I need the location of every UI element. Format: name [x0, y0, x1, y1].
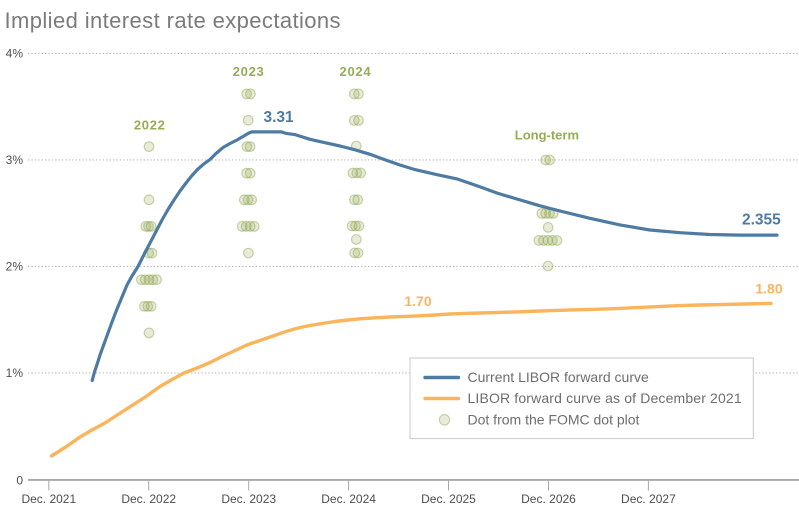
svg-text:2.355: 2.355 [742, 211, 781, 228]
svg-text:1%: 1% [6, 366, 24, 380]
svg-text:Dec. 2025: Dec. 2025 [421, 492, 476, 506]
svg-text:Dec. 2023: Dec. 2023 [221, 492, 276, 506]
svg-text:Dec. 2022: Dec. 2022 [121, 492, 176, 506]
svg-text:2022: 2022 [134, 117, 166, 132]
svg-text:Dec. 2027: Dec. 2027 [621, 492, 676, 506]
svg-text:LIBOR forward curve as of Dece: LIBOR forward curve as of December 2021 [468, 390, 742, 406]
svg-text:0: 0 [16, 474, 23, 488]
svg-text:Implied interest rate expectat: Implied interest rate expectations [5, 8, 341, 33]
svg-text:3.31: 3.31 [264, 109, 295, 126]
svg-text:1.80: 1.80 [755, 281, 782, 297]
svg-text:Long-term: Long-term [515, 127, 579, 142]
svg-text:2%: 2% [6, 260, 24, 274]
svg-text:4%: 4% [6, 47, 24, 61]
svg-text:2023: 2023 [233, 64, 265, 79]
svg-text:Dec. 2021: Dec. 2021 [21, 492, 76, 506]
svg-text:Dec. 2026: Dec. 2026 [521, 492, 576, 506]
svg-text:3%: 3% [6, 153, 24, 167]
svg-text:Dec. 2024: Dec. 2024 [321, 492, 376, 506]
svg-text:Dot from the FOMC dot plot: Dot from the FOMC dot plot [468, 411, 640, 427]
svg-text:2024: 2024 [340, 64, 372, 79]
svg-text:Current LIBOR forward curve: Current LIBOR forward curve [468, 369, 649, 385]
svg-text:1.70: 1.70 [404, 293, 431, 309]
